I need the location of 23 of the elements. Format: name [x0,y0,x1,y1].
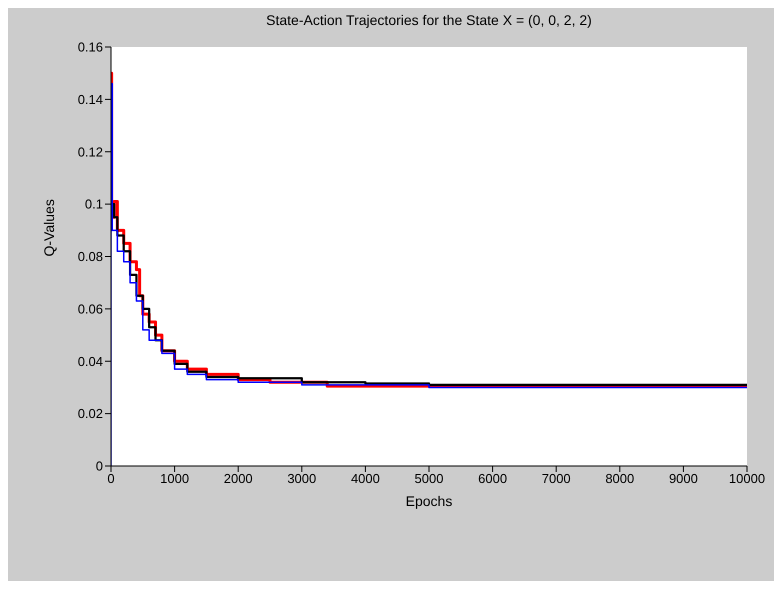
x-tick-label: 8000 [605,471,634,486]
y-tick-label: 0.06 [78,301,103,316]
y-tick-label: 0.1 [84,196,103,212]
y-tick-label: 0.14 [78,92,103,107]
x-tick-label: 6000 [478,471,508,486]
x-tick-label: 9000 [668,471,698,486]
y-tick-label: 0 [96,458,103,474]
y-tick-label: 0.16 [78,40,103,55]
x-tick-label: 3000 [287,471,316,486]
x-axis-title: Epochs [406,493,452,509]
x-tick-label: 4000 [350,471,380,486]
y-tick-label: 0.12 [78,144,103,160]
x-tick-label: 0 [107,471,115,486]
x-tick-label: 7000 [542,471,571,486]
x-tick-label: 5000 [414,471,444,486]
y-axis-title: Q-Values [40,199,57,256]
y-tick-label: 0.08 [78,249,103,264]
chart-title: State-Action Trajectories for the State X = (0, 0, 2, 2) [265,12,593,28]
y-tick-label: 0.02 [78,406,103,422]
x-tick-label: 10000 [728,471,766,486]
x-tick-label: 1000 [160,471,190,486]
x-tick-label: 2000 [224,471,253,486]
y-tick-label: 0.04 [78,354,103,369]
